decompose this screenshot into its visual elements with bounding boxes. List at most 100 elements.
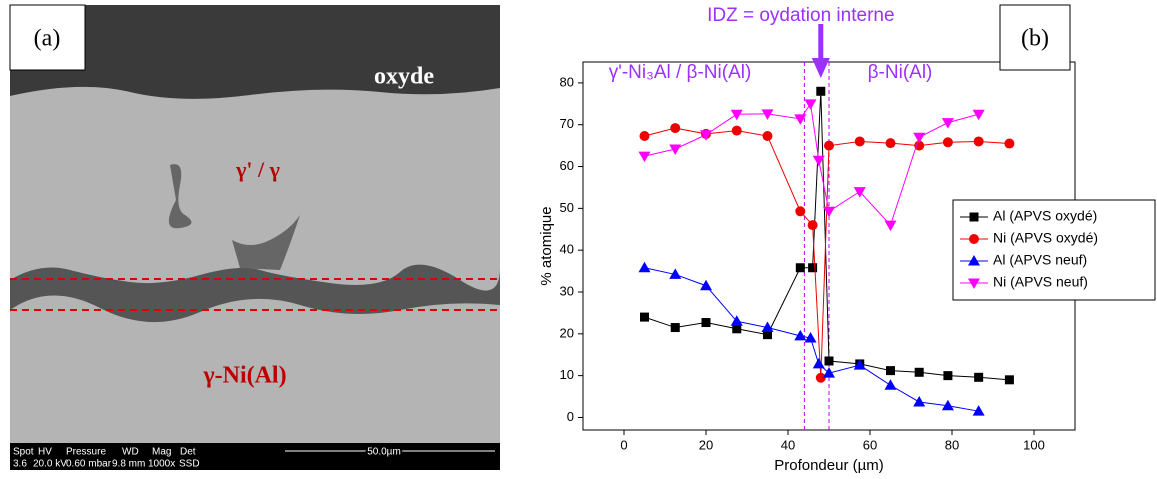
marker	[794, 329, 807, 341]
marker	[700, 279, 712, 291]
marker	[914, 367, 924, 377]
y-tick-label: 60	[560, 158, 574, 173]
precipitate	[232, 215, 300, 270]
marker	[1004, 138, 1015, 149]
marker	[886, 366, 895, 376]
y-tick-label: 50	[560, 200, 574, 215]
marker	[638, 261, 651, 273]
info-value: SSD	[179, 459, 200, 470]
marker	[853, 359, 866, 370]
y-axis-title: % atomique	[538, 206, 555, 285]
marker	[913, 395, 926, 407]
marker	[730, 109, 743, 121]
annotation: β-Ni(Al)	[868, 62, 933, 83]
precipitate	[168, 164, 192, 229]
info-header: Mag	[152, 447, 171, 458]
marker	[942, 137, 953, 148]
marker	[731, 125, 742, 136]
marker	[913, 132, 926, 144]
y-tick-label: 20	[560, 325, 574, 340]
y-tick-label: 70	[560, 116, 574, 131]
marker	[969, 234, 979, 244]
marker	[762, 131, 773, 142]
y-tick-label: 10	[560, 367, 574, 382]
info-value: 3.6	[13, 459, 27, 470]
marker	[761, 321, 774, 333]
info-value: 0.60 mbar	[66, 459, 112, 470]
marker	[730, 315, 743, 326]
x-tick-label: 20	[699, 437, 713, 452]
marker	[761, 109, 774, 120]
marker	[700, 130, 712, 141]
marker	[968, 278, 980, 289]
oxide-layer	[10, 5, 500, 99]
info-value: 20.0 kV	[33, 459, 67, 470]
marker	[763, 330, 772, 340]
marker	[669, 268, 682, 279]
x-tick-label: 100	[1023, 437, 1045, 452]
marker	[972, 405, 985, 416]
marker	[973, 136, 984, 147]
legend-label: Ni (APVS oxydé)	[993, 230, 1098, 246]
legend-label: Al (APVS oxydé)	[993, 208, 1097, 224]
phase-label: oxyde	[374, 64, 434, 90]
marker	[885, 138, 896, 149]
marker	[804, 99, 817, 110]
marker	[638, 151, 651, 163]
panel-label-box	[9, 4, 86, 71]
arrow-head	[811, 58, 830, 78]
marker	[943, 371, 953, 381]
x-tick-label: 60	[863, 437, 877, 452]
marker	[640, 312, 649, 322]
annotation: IDZ = oydation interne	[707, 5, 894, 26]
phase-label: γ' / γ	[235, 157, 280, 182]
marker	[804, 332, 817, 343]
panel-label-box	[999, 4, 1071, 71]
marker	[639, 131, 650, 142]
marker	[732, 324, 742, 334]
marker	[972, 109, 985, 121]
marker	[824, 140, 834, 151]
internal-oxidation	[10, 264, 500, 323]
y-tick-label: 40	[560, 242, 574, 257]
annotation: γ'-Ni₃Al / β-Ni(Al)	[609, 62, 752, 83]
series-line	[644, 102, 979, 227]
marker	[884, 379, 897, 390]
marker	[808, 263, 818, 273]
marker	[816, 86, 826, 96]
info-header: Spot	[13, 447, 34, 458]
marker	[914, 140, 925, 151]
phase-label: γ-Ni(Al)	[202, 363, 286, 389]
info-header: Det	[180, 447, 196, 458]
marker	[815, 372, 826, 383]
marker	[812, 357, 825, 369]
marker	[701, 318, 711, 328]
info-value: 1000x	[148, 459, 175, 470]
marker	[669, 144, 682, 155]
marker	[853, 187, 866, 198]
info-bar	[10, 443, 500, 470]
marker	[974, 372, 984, 382]
marker	[824, 356, 834, 366]
x-axis-title: Profondeur (µm)	[774, 457, 884, 474]
panel-label: (a)	[34, 26, 61, 52]
chart: 0 20 40 60 80 100 0 10 20 30 40 50 60 70 80 Profondeur …	[538, 4, 1156, 474]
marker	[794, 114, 807, 125]
legend-label: Ni (APVS neuf)	[993, 274, 1088, 290]
y-tick-label: 80	[560, 74, 574, 89]
marker	[968, 255, 980, 266]
marker	[941, 399, 954, 411]
marker	[854, 136, 865, 147]
legend-label: Al (APVS neuf)	[993, 252, 1087, 268]
marker	[670, 323, 680, 333]
marker	[884, 220, 897, 232]
marker	[795, 206, 806, 217]
info-header: HV	[38, 447, 52, 458]
marker	[1004, 375, 1014, 385]
x-tick-label: 0	[620, 437, 627, 452]
info-value: 9.8 mm	[112, 459, 145, 470]
marker	[941, 118, 954, 129]
marker	[670, 123, 681, 134]
series-line	[644, 267, 979, 412]
